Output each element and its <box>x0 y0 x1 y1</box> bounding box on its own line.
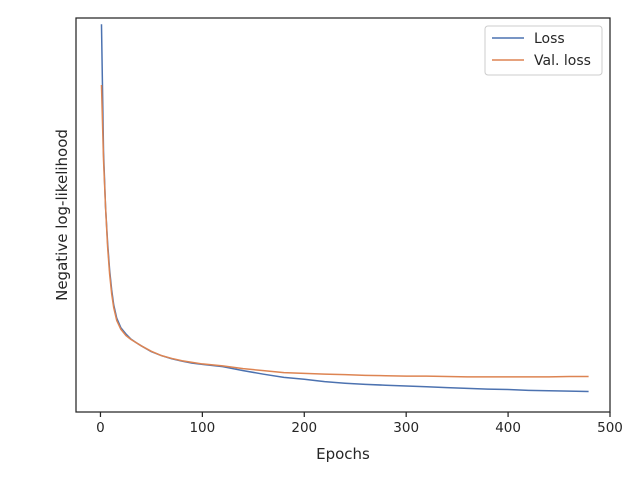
x-axis-label: Epochs <box>316 445 370 463</box>
plot-frame <box>75 17 611 413</box>
legend-label: Loss <box>534 31 565 47</box>
y-axis-label: Negative log-likelihood <box>53 129 71 301</box>
x-tick-label: 400 <box>495 420 521 436</box>
x-tick-label: 200 <box>291 420 317 436</box>
legend-label: Val. loss <box>534 53 591 69</box>
x-tick-label: 0 <box>96 420 105 436</box>
series-layer <box>100 24 589 393</box>
x-tick-label: 300 <box>393 420 419 436</box>
x-tick-label: 500 <box>597 420 623 436</box>
x-axis-ticks: 0 100 200 300 400 500 <box>96 412 623 436</box>
legend: Loss Val. loss <box>484 25 603 76</box>
x-tick-label: 100 <box>189 420 215 436</box>
series-line-val-loss <box>100 84 589 378</box>
